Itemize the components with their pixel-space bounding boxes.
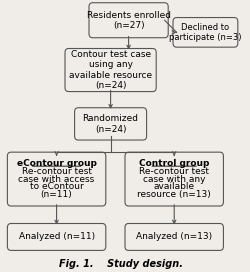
Text: resource (n=13): resource (n=13) (137, 190, 211, 199)
Text: available: available (154, 182, 195, 191)
Text: Randomized
(n=24): Randomized (n=24) (82, 114, 138, 134)
Text: Control group: Control group (139, 159, 210, 168)
Text: Residents enrolled
(n=27): Residents enrolled (n=27) (86, 11, 170, 30)
Text: case with any: case with any (143, 175, 206, 184)
Text: Re-contour test: Re-contour test (22, 167, 92, 176)
FancyBboxPatch shape (125, 224, 224, 251)
Text: to eContour: to eContour (30, 182, 84, 191)
FancyBboxPatch shape (65, 48, 156, 92)
Text: Contour test case
using any
available resource
(n=24): Contour test case using any available re… (69, 50, 152, 90)
FancyBboxPatch shape (173, 17, 238, 47)
Text: Fig. 1.    Study design.: Fig. 1. Study design. (60, 259, 184, 269)
Text: Analyzed (n=11): Analyzed (n=11) (18, 233, 95, 242)
Text: eContour group: eContour group (17, 159, 96, 168)
Text: Analyzed (n=13): Analyzed (n=13) (136, 233, 212, 242)
Text: (n=11): (n=11) (41, 190, 72, 199)
Text: Declined to
participate (n=3): Declined to participate (n=3) (169, 23, 242, 42)
FancyBboxPatch shape (89, 3, 168, 38)
Text: case with access: case with access (18, 175, 95, 184)
FancyBboxPatch shape (125, 152, 224, 206)
FancyBboxPatch shape (8, 224, 106, 251)
Text: Re-contour test: Re-contour test (139, 167, 209, 176)
FancyBboxPatch shape (8, 152, 106, 206)
FancyBboxPatch shape (74, 108, 146, 140)
